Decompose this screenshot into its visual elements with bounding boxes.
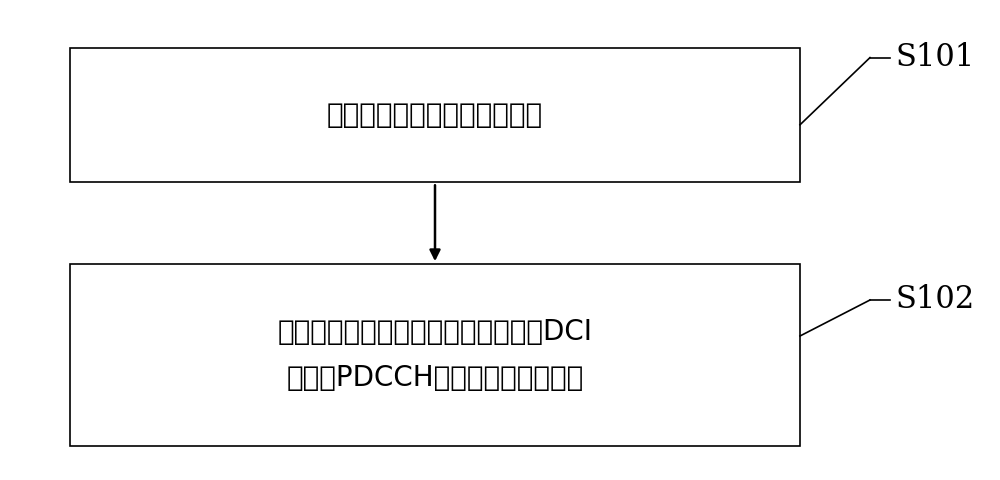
Text: S101: S101 bbox=[895, 42, 974, 73]
Bar bbox=[70, 264, 800, 446]
Text: S102: S102 bbox=[895, 285, 974, 315]
Text: 接收基站下发的下行控制信息: 接收基站下发的下行控制信息 bbox=[327, 101, 543, 129]
Text: 根据所述下行控制信息中的至少一个DCI
域，对PDCCH监听执行相应的操作: 根据所述下行控制信息中的至少一个DCI 域，对PDCCH监听执行相应的操作 bbox=[278, 318, 592, 392]
Bar bbox=[70, 48, 800, 182]
